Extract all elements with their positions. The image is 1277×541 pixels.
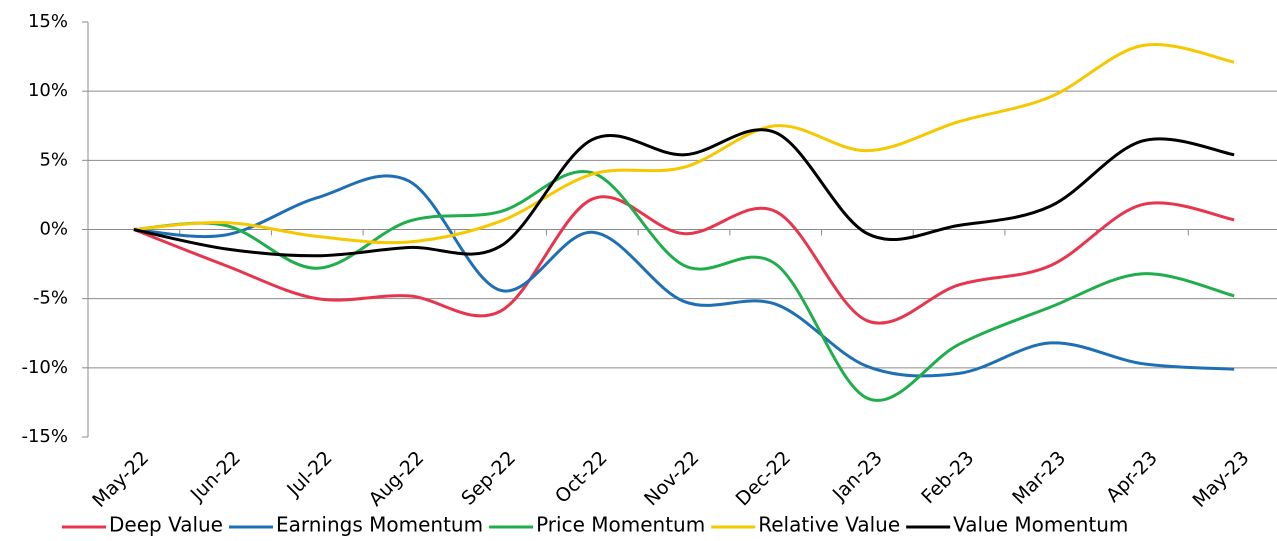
x-tick-label: May-23 <box>1189 447 1254 512</box>
y-tick-label: 15% <box>28 11 68 32</box>
legend-label: Relative Value <box>758 513 900 537</box>
legend-label: Deep Value <box>109 513 223 537</box>
x-tick-label: Jul-22 <box>282 447 336 501</box>
series-line <box>133 195 1235 325</box>
x-tick-label: Aug-22 <box>365 447 429 511</box>
series-line <box>133 128 1235 258</box>
x-tick-label: Apr-23 <box>1102 447 1162 507</box>
legend-label: Price Momentum <box>536 513 705 537</box>
series-line <box>133 174 1235 378</box>
x-tick-label: Jan-23 <box>828 447 887 506</box>
legend-label: Earnings Momentum <box>276 513 483 537</box>
y-tick-label: -15% <box>21 426 68 447</box>
x-tick-label: Sep-22 <box>457 447 520 510</box>
y-tick-label: -5% <box>33 288 68 309</box>
y-tick-label: 0% <box>39 219 68 240</box>
x-tick-label: Dec-22 <box>732 447 796 511</box>
x-tick-label: Jun-22 <box>186 447 245 506</box>
legend-label: Value Momentum <box>953 513 1128 537</box>
y-tick-label: -10% <box>21 357 68 378</box>
x-tick-label: Mar-23 <box>1008 447 1070 509</box>
x-tick-label: May-22 <box>88 447 153 512</box>
y-tick-label: 10% <box>28 80 68 101</box>
series-line <box>133 169 1235 402</box>
x-tick-label: Nov-22 <box>640 447 703 510</box>
y-tick-label: 5% <box>39 149 68 170</box>
series-line <box>133 43 1235 245</box>
x-tick-label: Feb-23 <box>917 447 978 508</box>
x-tick-label: Oct-22 <box>551 447 612 508</box>
